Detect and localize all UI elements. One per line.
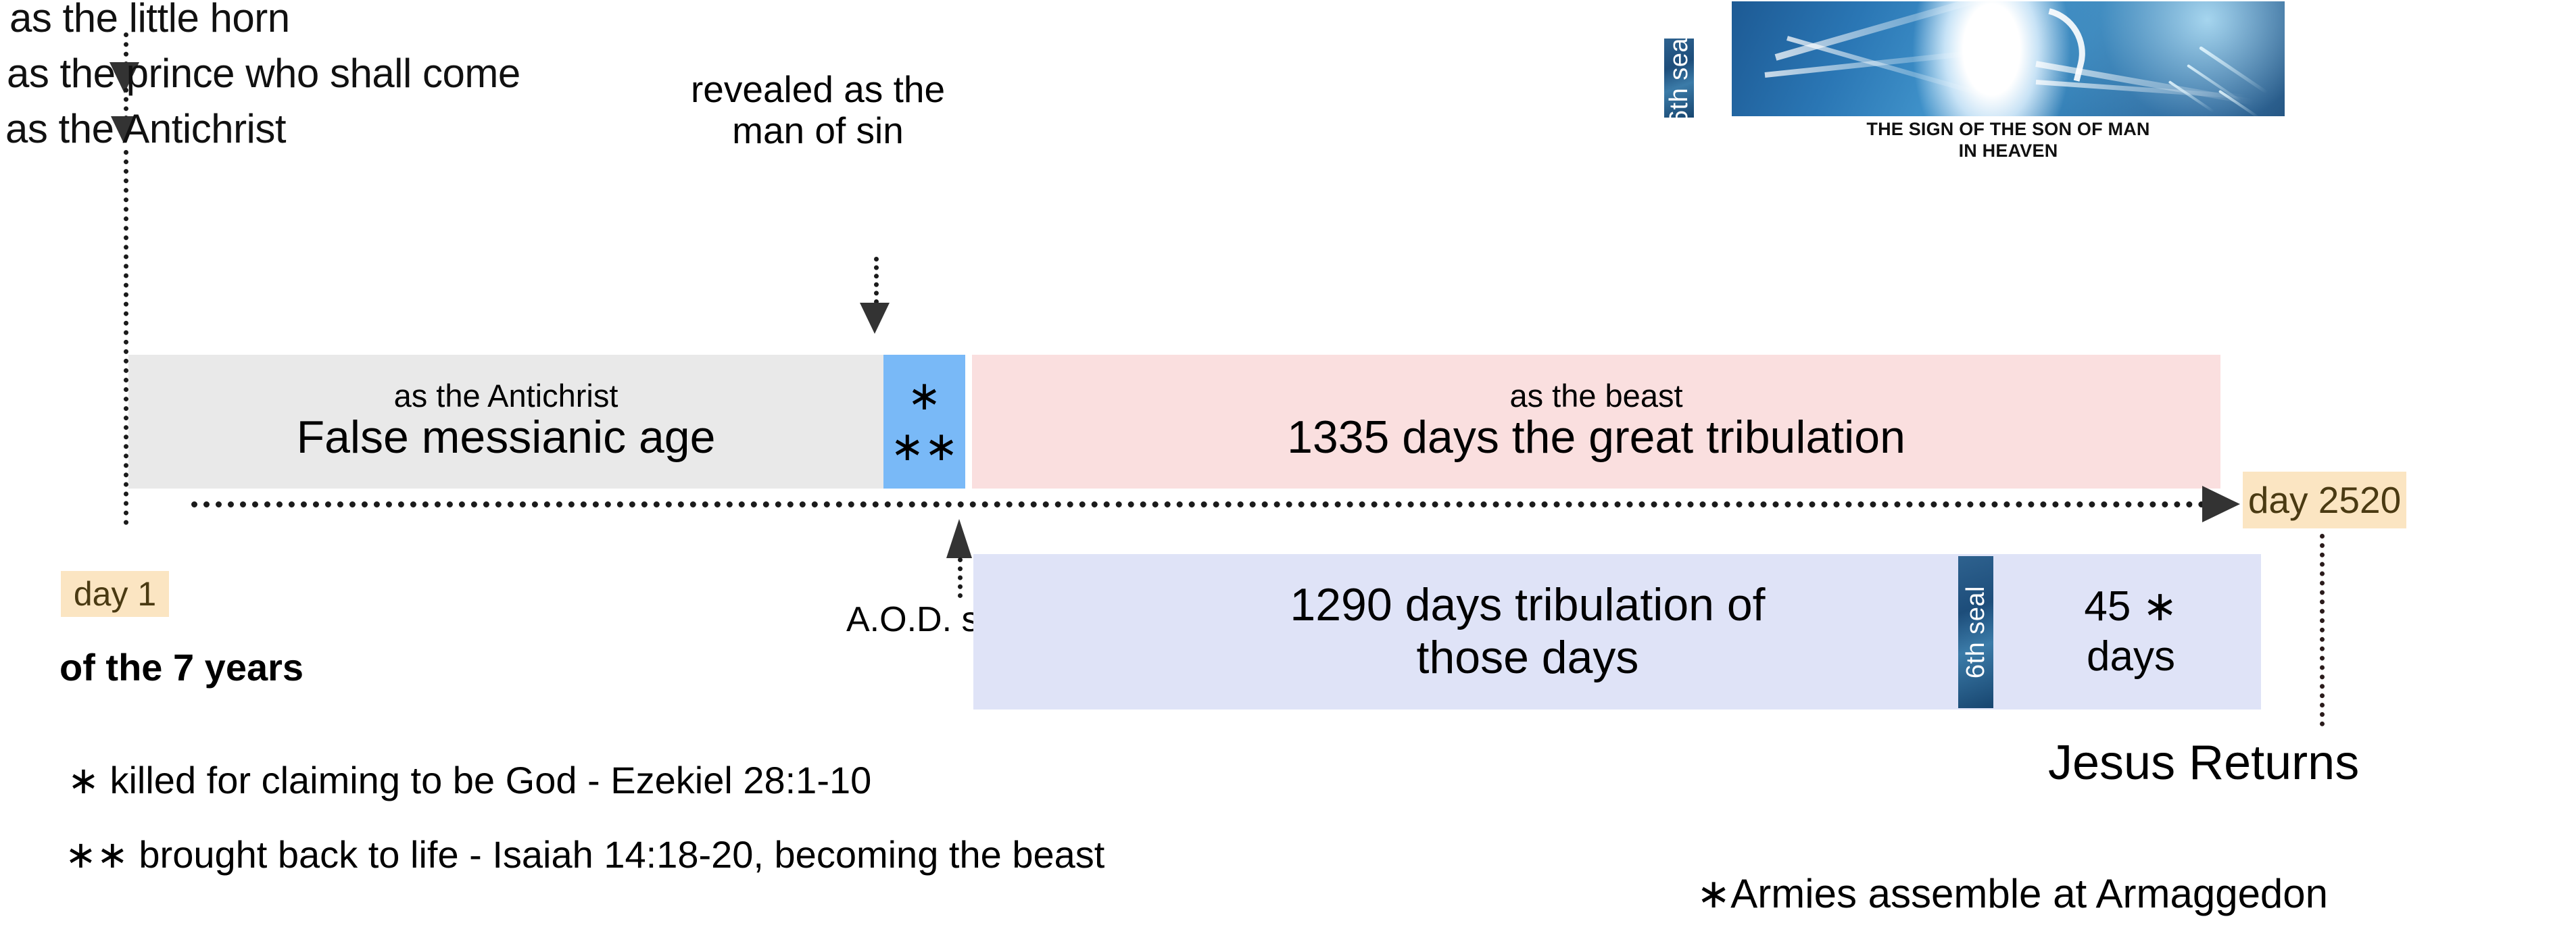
- 45-days-line1: 45 ∗: [2084, 582, 2178, 630]
- cascade-arrow-2-icon: [111, 116, 137, 143]
- heaven-seal-strip: 6th seal: [1664, 32, 1694, 124]
- grey-bar-title: False messianic age: [296, 412, 716, 464]
- day-2520-label: day 2520: [2247, 479, 2402, 521]
- revealed-annotation-line1: revealed as the: [690, 68, 946, 110]
- asterisk-double-mark: ∗∗: [890, 423, 958, 470]
- revealed-connector: [874, 257, 879, 304]
- jesus-returns-vertical-guide: [2320, 534, 2325, 726]
- aod-arrow-icon: [946, 519, 972, 558]
- cascade-connector-2: [124, 88, 128, 120]
- sign-of-son-of-man-image: [1732, 1, 2285, 116]
- heaven-caption-line2: IN HEAVEN: [1958, 140, 2058, 161]
- day1-vertical-guide: [124, 150, 128, 525]
- cascade-line-prince: as the prince who shall come: [7, 51, 520, 96]
- day-1-label: day 1: [73, 575, 157, 613]
- footnote-double-asterisk: ∗∗ brought back to life - Isaiah 14:18-2…: [65, 833, 1105, 876]
- heaven-caption-line1: THE SIGN OF THE SON OF MAN: [1866, 119, 2150, 139]
- 1290-days-line2: those days: [1416, 632, 1639, 683]
- footnote-single-asterisk: ∗ killed for claiming to be God - Ezekie…: [68, 759, 872, 801]
- jesus-returns-label: Jesus Returns: [2048, 736, 2360, 790]
- 1290-days-text: 1290 days tribulation of those days: [1102, 557, 1953, 706]
- asterisk-single-mark: ∗: [907, 372, 942, 420]
- heaven-seal-label: 6th seal: [1664, 31, 1693, 125]
- timeline-arrowhead-icon: [2202, 486, 2240, 522]
- timeline-dotted-axis: [191, 501, 2206, 507]
- cascade-connector-1: [124, 32, 128, 66]
- revealed-annotation: revealed as the man of sin: [676, 69, 960, 151]
- footnote-armies: ∗Armies assemble at Armaggedon: [1697, 871, 2329, 916]
- great-tribulation-bar: as the beast 1335 days the great tribula…: [972, 355, 2220, 489]
- aod-vertical-guide: [958, 557, 963, 598]
- pink-bar-title: 1335 days the great tribulation: [1287, 412, 1905, 464]
- 45-days-tail: 45 ∗ days: [2001, 557, 2261, 706]
- 1290-days-line1: 1290 days tribulation of: [1290, 579, 1766, 631]
- cascade-line-little-horn: as the little horn: [9, 0, 290, 41]
- revealed-arrow-icon: [860, 303, 890, 334]
- day-1-caption: of the 7 years: [59, 646, 304, 689]
- 1290-days-bar: [973, 554, 2261, 710]
- bottom-seal-label: 6th seal: [1961, 585, 1990, 679]
- false-messianic-age-bar: as the Antichrist False messianic age: [128, 355, 883, 489]
- 45-days-line2: days: [2087, 633, 2175, 680]
- day-2520-badge: day 2520: [2243, 472, 2406, 528]
- cascade-line-antichrist: as the Antichrist: [5, 106, 287, 151]
- pink-bar-subtitle: as the beast: [1509, 378, 1683, 414]
- bottom-seal-strip: 6th seal: [1958, 556, 1993, 708]
- revealed-annotation-line2: man of sin: [732, 109, 904, 151]
- grey-bar-subtitle: as the Antichrist: [393, 378, 618, 414]
- heaven-caption: THE SIGN OF THE SON OF MAN IN HEAVEN: [1732, 119, 2285, 162]
- revealed-marker-bar: ∗ ∗∗: [883, 355, 965, 489]
- day-1-badge: day 1: [61, 571, 169, 617]
